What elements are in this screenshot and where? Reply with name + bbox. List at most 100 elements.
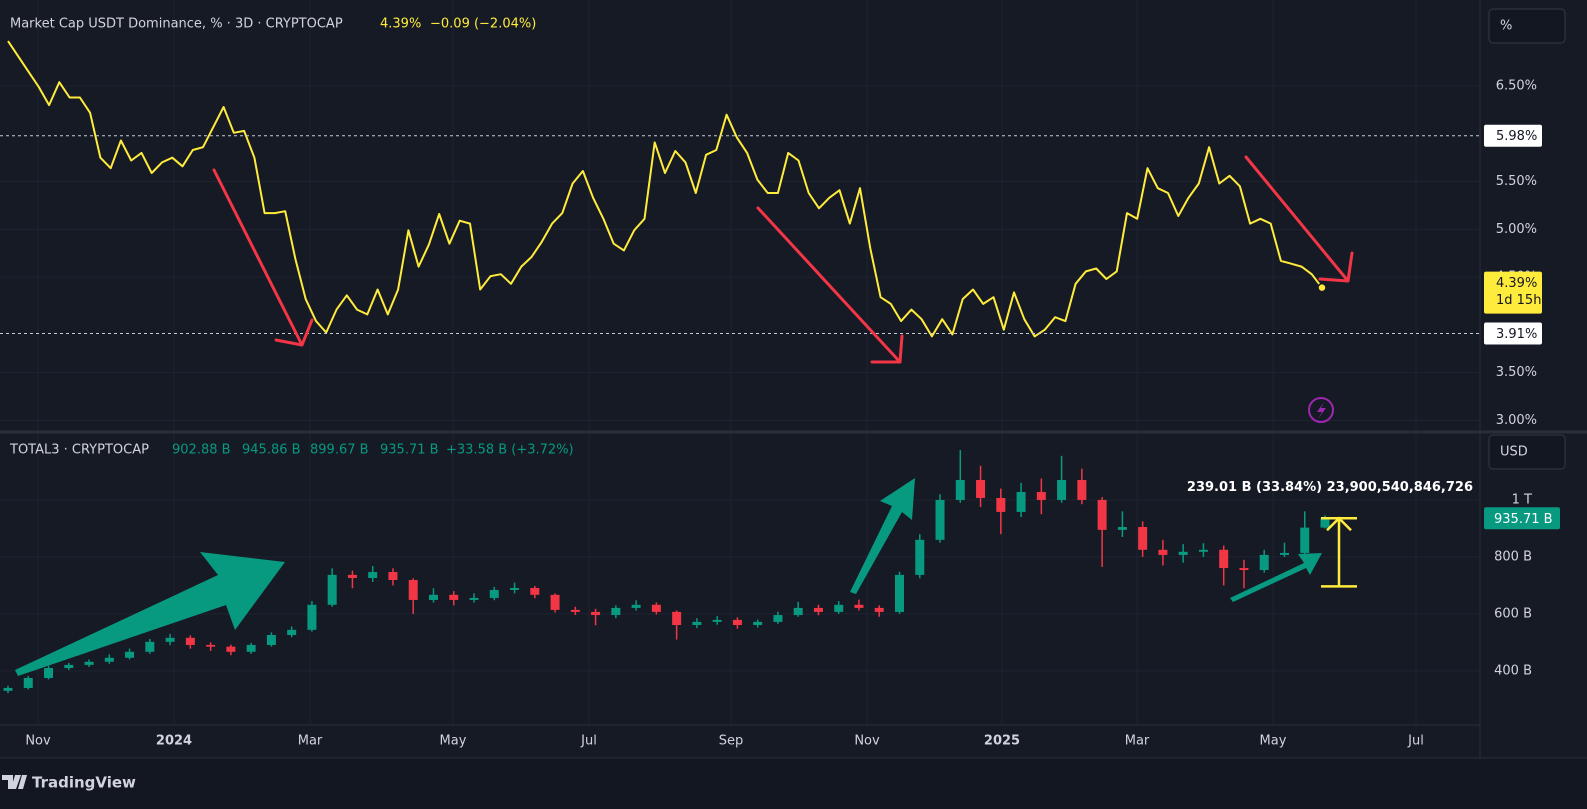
candle-body <box>1279 552 1289 555</box>
x-tick-label: Jul <box>580 734 597 749</box>
scale-button-label[interactable]: % <box>1500 19 1512 34</box>
red-arrow <box>756 206 904 364</box>
candle-body <box>23 677 33 688</box>
candle-body <box>530 587 540 595</box>
candle-body <box>388 572 398 581</box>
ohlc-open: 902.88 B <box>172 443 231 458</box>
candle-body <box>428 594 438 600</box>
price-line-label: 5.98% <box>1496 129 1537 144</box>
scale-button[interactable] <box>1488 434 1566 470</box>
candle-body <box>125 651 135 658</box>
candle-body <box>3 687 13 691</box>
marks-layer: Nov 2024 Mar May Jul Sep Nov 2025 Mar May Jul 3.00%… <box>0 40 1560 749</box>
logo <box>2 775 27 789</box>
last-value-label: 935.71 B <box>1494 512 1553 527</box>
candle-body <box>1239 568 1249 571</box>
price-line-label: 3.91% <box>1496 327 1537 342</box>
ohlc-change: +33.58 B (+3.72%) <box>446 443 574 458</box>
green-arrow <box>1230 553 1322 602</box>
candle-body <box>1300 527 1310 553</box>
last-point <box>1317 282 1327 293</box>
candle-body <box>753 621 763 626</box>
red-arrows <box>212 155 1354 364</box>
candle-body <box>570 609 580 612</box>
candle-body <box>672 611 682 626</box>
green-arrow <box>15 552 285 676</box>
x-tick-label: May <box>440 734 467 749</box>
series-line <box>7 40 1323 338</box>
price-line-label-bg <box>1484 124 1542 147</box>
grid-layer <box>0 0 1480 725</box>
candle-body <box>854 604 864 608</box>
candle-body <box>651 604 661 612</box>
candle-body <box>955 480 965 500</box>
candle-body <box>550 594 560 610</box>
green-arrows <box>15 478 1322 676</box>
candle-body <box>895 574 905 612</box>
x-tick-label: Mar <box>298 734 323 749</box>
candle-body <box>732 619 742 626</box>
candle-body <box>611 607 621 616</box>
candle-body <box>84 661 94 665</box>
candle-body <box>104 657 114 662</box>
red-arrow <box>1244 155 1354 283</box>
x-tick-label: 2025 <box>984 734 1020 749</box>
candle-body <box>996 497 1006 512</box>
candle-body <box>874 607 884 612</box>
y-tick-label: 5.00% <box>1496 222 1537 237</box>
x-tick-label: Nov <box>25 734 51 749</box>
candle-body <box>1320 518 1330 528</box>
y-tick-label: 600 B <box>1494 606 1532 621</box>
y-tick-label: 400 B <box>1494 663 1532 678</box>
countdown-label: 1d 15h <box>1496 293 1541 308</box>
candle-body <box>307 604 317 630</box>
candle-body <box>631 604 641 608</box>
candle-body <box>510 587 520 590</box>
candle-body <box>185 637 195 645</box>
candle-body <box>469 597 479 600</box>
candle-body <box>834 604 844 612</box>
scale-button-label[interactable]: USD <box>1500 445 1528 460</box>
candle-body <box>165 637 175 642</box>
x-tick-label: 2024 <box>156 734 192 749</box>
candle-body <box>793 607 803 616</box>
candle-body <box>1057 480 1067 500</box>
ohlc-close: 935.71 B <box>380 443 439 458</box>
candle-chart-title: TOTAL3 · CRYPTOCAP <box>9 443 149 458</box>
branding: TradingView <box>32 774 136 792</box>
candle-body <box>1036 491 1046 500</box>
y-tick-label: 3.50% <box>1496 365 1537 380</box>
candle-body <box>145 641 155 652</box>
candle-body <box>1077 480 1087 500</box>
last-value-label: 4.39% <box>1496 276 1537 291</box>
x-tick-label: Jul <box>1407 734 1424 749</box>
x-tick-label: Nov <box>854 734 880 749</box>
candle-body <box>266 634 276 645</box>
candle-body <box>1219 549 1229 569</box>
candle-body <box>1117 527 1127 530</box>
green-arrow <box>850 478 915 594</box>
measure-arrow <box>1326 516 1352 532</box>
ohlc-high: 945.86 B <box>242 443 301 458</box>
last-value-bg <box>1484 507 1560 530</box>
candle-body <box>368 572 378 579</box>
candle-body <box>813 607 823 612</box>
candle-body <box>64 664 74 669</box>
candle-body <box>489 589 499 598</box>
measure-label: 239.01 B (33.84%) 23,900,540,846,726 <box>1187 480 1473 495</box>
price-line-label-bg <box>1484 322 1542 345</box>
candle-body <box>591 611 601 616</box>
x-tick-label: Sep <box>719 734 744 749</box>
candle-body <box>1138 527 1148 550</box>
line-chart-title: Market Cap USDT Dominance, % · 3D · CRYP… <box>10 17 343 32</box>
line-header-value: 4.39% <box>380 17 421 32</box>
line-header-change: −0.09 (−2.04%) <box>430 17 536 32</box>
y-tick-label: 3.00% <box>1496 413 1537 428</box>
scale-button[interactable] <box>1488 8 1566 44</box>
red-arrow <box>212 168 314 347</box>
annotations <box>15 155 1354 676</box>
ohlc-low: 899.67 B <box>310 443 369 458</box>
candle-body <box>206 644 216 647</box>
candle-body <box>692 621 702 626</box>
